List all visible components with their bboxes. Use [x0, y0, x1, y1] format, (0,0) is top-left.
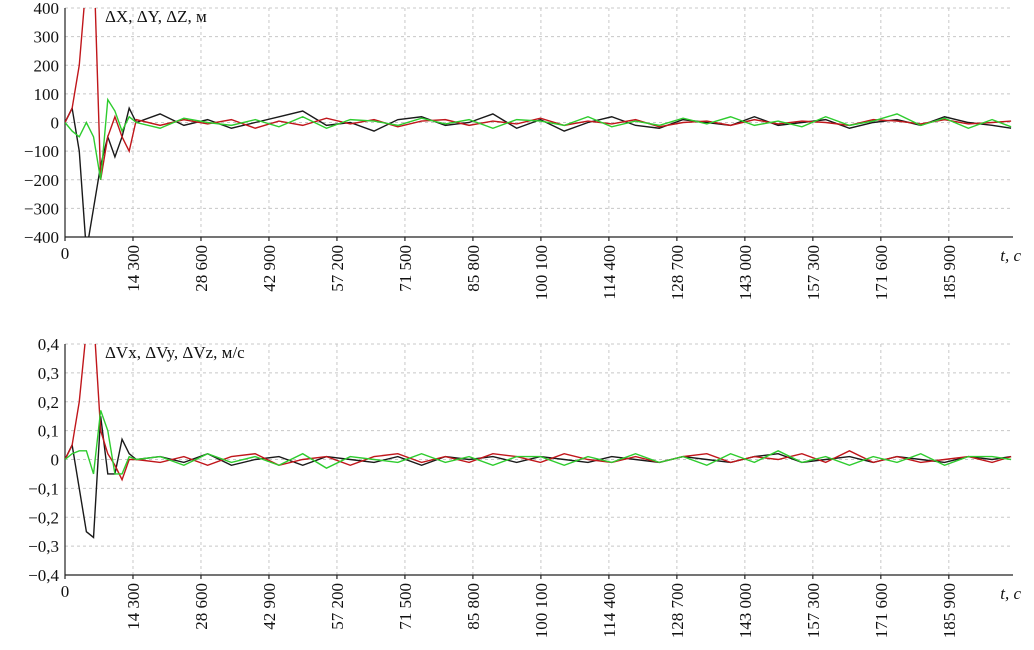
x-tick-label: 71 500 [396, 583, 415, 630]
y-tick-label: 0,4 [38, 335, 60, 354]
x-tick-label: 128 700 [668, 245, 687, 300]
y-tick-label: −400 [24, 228, 59, 247]
x-tick-label: 85 800 [464, 583, 483, 630]
x-tick-label: 0 [61, 244, 70, 263]
y-tick-label: 0,2 [38, 393, 59, 412]
x-tick-label: 185 900 [940, 583, 959, 638]
y-tick-label: 0,1 [38, 422, 59, 441]
y-tick-label: 0,3 [38, 364, 59, 383]
y-tick-label: −200 [24, 171, 59, 190]
x-axis-label: t, c [1000, 246, 1021, 265]
y-tick-label: −300 [24, 199, 59, 218]
y-tick-label: 0 [51, 451, 60, 470]
x-tick-label: 0 [61, 582, 70, 601]
y-tick-label: −100 [24, 142, 59, 161]
x-tick-label: 143 000 [736, 245, 755, 300]
x-tick-label: 42 900 [260, 583, 279, 630]
chart-title: ΔVx, ΔVy, ΔVz, м/с [105, 343, 245, 362]
y-tick-label: 200 [34, 56, 60, 75]
x-tick-label: 14 300 [124, 245, 143, 292]
x-tick-label: 100 100 [532, 245, 551, 300]
x-tick-label: 157 300 [804, 583, 823, 638]
y-tick-label: −0,3 [28, 537, 59, 556]
chart-title: ΔX, ΔY, ΔZ, м [105, 7, 207, 26]
y-tick-label: 100 [34, 85, 60, 104]
x-axis-label: t, c [1000, 584, 1021, 603]
x-tick-label: 71 500 [396, 245, 415, 292]
x-tick-label: 14 300 [124, 583, 143, 630]
x-tick-label: 100 100 [532, 583, 551, 638]
series-line [65, 416, 1012, 539]
x-tick-label: 114 400 [600, 583, 619, 638]
x-tick-label: 171 600 [872, 245, 891, 300]
x-tick-label: 143 000 [736, 583, 755, 638]
x-tick-label: 28 600 [192, 583, 211, 630]
x-tick-label: 57 200 [328, 583, 347, 630]
x-tick-label: 42 900 [260, 245, 279, 292]
x-tick-label: 114 400 [600, 245, 619, 300]
x-tick-label: 57 200 [328, 245, 347, 292]
y-tick-label: −0,4 [28, 566, 59, 585]
series-line [65, 8, 1012, 180]
x-tick-label: 28 600 [192, 245, 211, 292]
y-tick-label: −0,2 [28, 508, 59, 527]
y-tick-label: 0 [51, 114, 60, 133]
series-line [65, 344, 1012, 482]
x-tick-label: 85 800 [464, 245, 483, 292]
series-line [65, 97, 1012, 180]
x-tick-label: 128 700 [668, 583, 687, 638]
series-line [65, 105, 1012, 237]
x-tick-label: 157 300 [804, 245, 823, 300]
y-tick-label: 300 [34, 28, 60, 47]
y-tick-label: −0,1 [28, 479, 59, 498]
x-tick-label: 185 900 [940, 245, 959, 300]
x-tick-label: 171 600 [872, 583, 891, 638]
y-tick-label: 400 [34, 0, 60, 18]
series-line [65, 410, 1012, 475]
